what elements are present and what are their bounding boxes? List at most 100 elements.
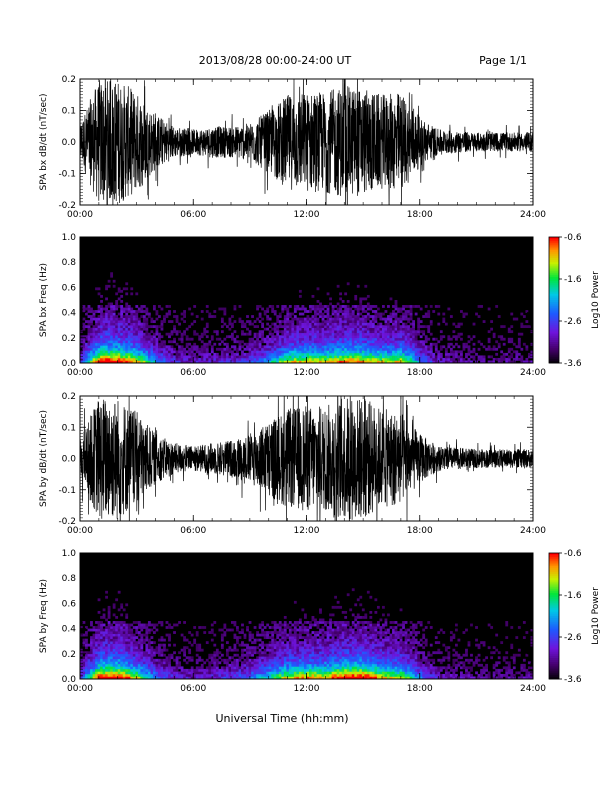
heatmap-cell: [105, 648, 108, 652]
heatmap-cell: [140, 641, 144, 645]
heatmap-cell: [205, 347, 209, 351]
heatmap-cell: [80, 673, 83, 677]
heatmap-cell: [122, 621, 126, 624]
heatmap-cell: [301, 337, 305, 341]
heatmap-cell: [447, 307, 451, 311]
heatmap-cell: [140, 648, 144, 652]
heatmap-cell: [85, 643, 88, 647]
heatmap-cell: [291, 352, 295, 356]
heatmap-cell: [321, 337, 325, 341]
heatmap-cell: [278, 626, 282, 629]
heatmap-cell: [321, 307, 325, 311]
heatmap-cell: [293, 668, 297, 672]
heatmap-cell: [231, 360, 234, 364]
heatmap-cell: [291, 355, 295, 359]
heatmap-cell: [155, 658, 159, 662]
heatmap-cell: [132, 322, 136, 326]
heatmap-cell: [200, 658, 204, 662]
heatmap-cell: [316, 631, 320, 634]
heatmap-cell: [258, 671, 262, 675]
heatmap-cell: [364, 357, 368, 361]
heatmap-cell: [293, 646, 297, 650]
heatmap-cell: [309, 668, 312, 672]
heatmap-cell: [336, 325, 340, 329]
heatmap-cell: [361, 322, 365, 326]
heatmap-cell: [334, 355, 337, 359]
heatmap-cell: [105, 342, 108, 346]
heatmap-cell: [409, 335, 413, 339]
heatmap-cell: [319, 345, 322, 349]
heatmap-cell: [462, 347, 466, 351]
heatmap-cell: [502, 325, 506, 329]
heatmap-cell: [95, 320, 98, 323]
heatmap-cell: [447, 342, 451, 346]
heatmap-cell: [253, 663, 257, 667]
heatmap-cell: [319, 618, 322, 622]
heatmap-cell: [150, 360, 154, 364]
heatmap-cell: [407, 332, 410, 336]
heatmap-cell: [392, 360, 395, 364]
heatmap-cell: [339, 320, 343, 323]
heatmap-cell: [359, 337, 363, 341]
heatmap-cell: [319, 661, 322, 665]
heatmap-cell: [120, 643, 124, 647]
heatmap-cell: [82, 342, 86, 346]
heatmap-cell: [208, 656, 212, 660]
heatmap-cell: [112, 653, 116, 657]
heatmap-cell: [407, 342, 410, 346]
heatmap-cell: [326, 352, 330, 356]
heatmap-cell: [286, 666, 290, 670]
heatmap-cell: [457, 335, 461, 339]
heatmap-cell: [314, 357, 317, 361]
heatmap-cell: [115, 671, 119, 675]
heatmap-cell: [122, 342, 126, 346]
heatmap-cell: [402, 327, 405, 331]
heatmap-cell: [150, 651, 154, 655]
heatmap-cell: [180, 317, 184, 321]
heatmap-cell: [369, 322, 373, 326]
heatmap-cell: [281, 651, 285, 655]
heatmap-cell: [510, 312, 514, 316]
x-tick-label: 24:00: [520, 210, 546, 220]
heatmap-cell: [288, 340, 292, 344]
heatmap-cell: [497, 360, 501, 364]
heatmap-cell: [253, 340, 257, 344]
heatmap-cell: [142, 661, 146, 665]
heatmap-cell: [314, 651, 317, 655]
heatmap-cell: [414, 305, 418, 308]
heatmap-cell: [223, 666, 227, 670]
heatmap-cell: [404, 355, 408, 359]
heatmap-cell: [306, 340, 310, 344]
heatmap-cell: [80, 626, 83, 629]
heatmap-cell: [145, 347, 149, 351]
y-tick-label: -0.2: [58, 201, 76, 211]
heatmap-cell: [188, 357, 192, 361]
heatmap-cell: [200, 355, 204, 359]
heatmap-cell: [258, 305, 262, 308]
heatmap-cell: [316, 332, 320, 336]
heatmap-cell: [331, 305, 335, 308]
heatmap-cell: [110, 312, 114, 316]
heatmap-cell: [387, 322, 390, 326]
heatmap-cell: [188, 651, 192, 655]
heatmap-cell: [142, 342, 146, 346]
colorbar-segment: [549, 300, 559, 303]
heatmap-cell: [331, 352, 335, 356]
heatmap-cell: [135, 355, 139, 359]
heatmap-cell: [376, 355, 380, 359]
heatmap-cell: [107, 626, 111, 629]
heatmap-cell: [233, 666, 237, 670]
heatmap-cell: [379, 360, 383, 364]
heatmap-cell: [168, 633, 171, 637]
heatmap-cell: [97, 340, 101, 344]
heatmap-cell: [281, 676, 285, 680]
heatmap-cell: [115, 332, 119, 336]
heatmap-cell: [288, 676, 292, 680]
heatmap-cell: [125, 287, 129, 291]
heatmap-cell: [180, 340, 184, 344]
heatmap-cell: [80, 663, 83, 667]
heatmap-cell: [422, 360, 426, 364]
heatmap-cell: [218, 307, 222, 311]
heatmap-cell: [301, 663, 305, 667]
heatmap-cell: [263, 636, 267, 639]
